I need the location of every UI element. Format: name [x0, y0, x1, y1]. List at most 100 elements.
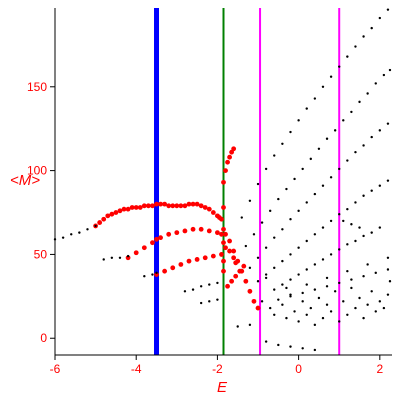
- data-point-s1-128: [281, 303, 284, 306]
- y-tick-label-1: 50: [34, 247, 48, 261]
- data-point-s1-71: [289, 218, 292, 221]
- data-point-s0-42: [190, 226, 196, 232]
- data-point-s1-162: [386, 256, 390, 259]
- data-point-s0-68: [227, 238, 232, 244]
- data-point-s1-62: [366, 92, 369, 95]
- data-point-s0-5: [113, 210, 119, 215]
- data-point-s1-61: [358, 100, 361, 104]
- data-point-s1-136: [313, 323, 317, 327]
- data-point-s1-149: [366, 303, 369, 306]
- data-point-s1-84: [256, 280, 260, 283]
- data-point-s1-92: [321, 226, 325, 229]
- data-point-s0-40: [174, 230, 180, 236]
- data-point-s1-95: [346, 207, 349, 211]
- x-axis-label: E: [217, 379, 228, 396]
- data-point-s1-141: [333, 290, 337, 293]
- data-point-s1-28: [240, 216, 243, 219]
- data-point-s1-83: [386, 122, 390, 125]
- data-point-s0-37: [154, 236, 159, 242]
- data-point-s1-86: [273, 266, 276, 270]
- data-point-s0-73: [247, 288, 253, 294]
- data-point-s0-9: [129, 205, 135, 210]
- data-point-s1-58: [333, 129, 337, 132]
- data-point-s1-113: [370, 231, 373, 234]
- data-point-s1-19: [208, 300, 211, 303]
- data-point-s0-84: [241, 263, 247, 269]
- data-point-s1-142: [338, 320, 341, 323]
- data-point-s0-72: [243, 278, 249, 284]
- data-point-s1-88: [289, 253, 292, 256]
- data-point-s1-100: [386, 179, 390, 182]
- data-point-s0-64: [227, 154, 232, 160]
- axes: -6 -4 -2 0 2 0 50 100 150: [27, 8, 392, 376]
- data-point-s1-122: [362, 275, 365, 278]
- x-tick-label-4: 2: [376, 362, 383, 376]
- data-point-s1-35: [297, 119, 300, 122]
- data-point-s1-134: [305, 313, 308, 316]
- data-point-s1-127: [273, 313, 276, 316]
- data-point-s1-10: [143, 275, 146, 278]
- data-point-s1-82: [378, 129, 382, 132]
- data-point-s1-129: [285, 316, 288, 320]
- data-point-s1-21: [236, 325, 239, 328]
- data-point-s1-78: [346, 159, 349, 162]
- data-point-s0-67: [223, 231, 228, 237]
- y-axis-label: <M>: [10, 172, 40, 189]
- data-point-s1-48: [252, 233, 256, 236]
- data-point-s1-117: [301, 291, 304, 295]
- data-point-s1-69: [273, 236, 276, 239]
- data-point-s1-146: [354, 306, 357, 310]
- data-point-s1-111: [354, 239, 357, 243]
- data-point-s1-26: [301, 347, 304, 350]
- data-point-s1-147: [358, 296, 361, 300]
- data-point-s1-160: [346, 269, 349, 273]
- data-point-s1-49: [260, 221, 264, 224]
- data-point-s1-106: [313, 263, 317, 266]
- data-point-s1-76: [329, 176, 333, 179]
- data-point-s0-49: [170, 265, 176, 271]
- data-point-s0-79: [233, 260, 239, 266]
- data-point-s0-33: [125, 255, 131, 261]
- data-point-s1-119: [325, 285, 329, 288]
- data-point-s1-9: [126, 254, 130, 258]
- data-point-s1-1: [61, 236, 65, 239]
- data-point-s1-163: [342, 219, 345, 223]
- data-point-s1-8: [118, 256, 122, 259]
- data-point-s1-72: [297, 209, 300, 213]
- data-point-s1-123: [374, 271, 377, 275]
- data-point-s1-108: [329, 253, 333, 256]
- data-point-s1-60: [350, 110, 353, 114]
- data-point-s0-69: [231, 248, 237, 254]
- data-point-s1-79: [354, 150, 357, 154]
- data-point-s1-143: [342, 300, 345, 303]
- data-point-s1-133: [301, 300, 304, 303]
- data-point-s0-80: [225, 283, 230, 289]
- data-point-s1-118: [313, 288, 317, 291]
- data-point-s1-77: [338, 167, 341, 171]
- data-point-s1-74: [313, 192, 317, 196]
- data-point-s1-140: [329, 310, 333, 313]
- data-point-s1-45: [378, 16, 382, 20]
- data-point-s1-53: [293, 177, 296, 181]
- data-point-s0-27: [202, 205, 208, 210]
- data-point-s1-24: [277, 343, 280, 347]
- data-point-s1-156: [264, 276, 268, 280]
- data-point-s1-36: [305, 107, 308, 110]
- data-point-s1-47: [244, 244, 248, 248]
- data-point-s1-120: [338, 281, 341, 285]
- data-point-s1-93: [329, 219, 333, 223]
- data-point-s1-29: [248, 199, 252, 202]
- data-point-s0-53: [202, 255, 208, 261]
- y-tick-label-3: 150: [27, 80, 47, 94]
- data-point-s1-99: [378, 184, 382, 187]
- data-point-s1-25: [289, 345, 292, 348]
- data-point-s1-57: [325, 137, 329, 140]
- data-point-s0-6: [117, 208, 123, 214]
- data-point-s1-3: [78, 231, 81, 234]
- x-tick-label-3: 0: [295, 362, 302, 376]
- data-point-s1-38: [321, 85, 325, 88]
- data-point-s0-10: [133, 205, 139, 210]
- data-point-s1-30: [256, 182, 260, 186]
- data-point-s1-33: [281, 142, 284, 145]
- x-tick-label-0: -6: [50, 362, 61, 376]
